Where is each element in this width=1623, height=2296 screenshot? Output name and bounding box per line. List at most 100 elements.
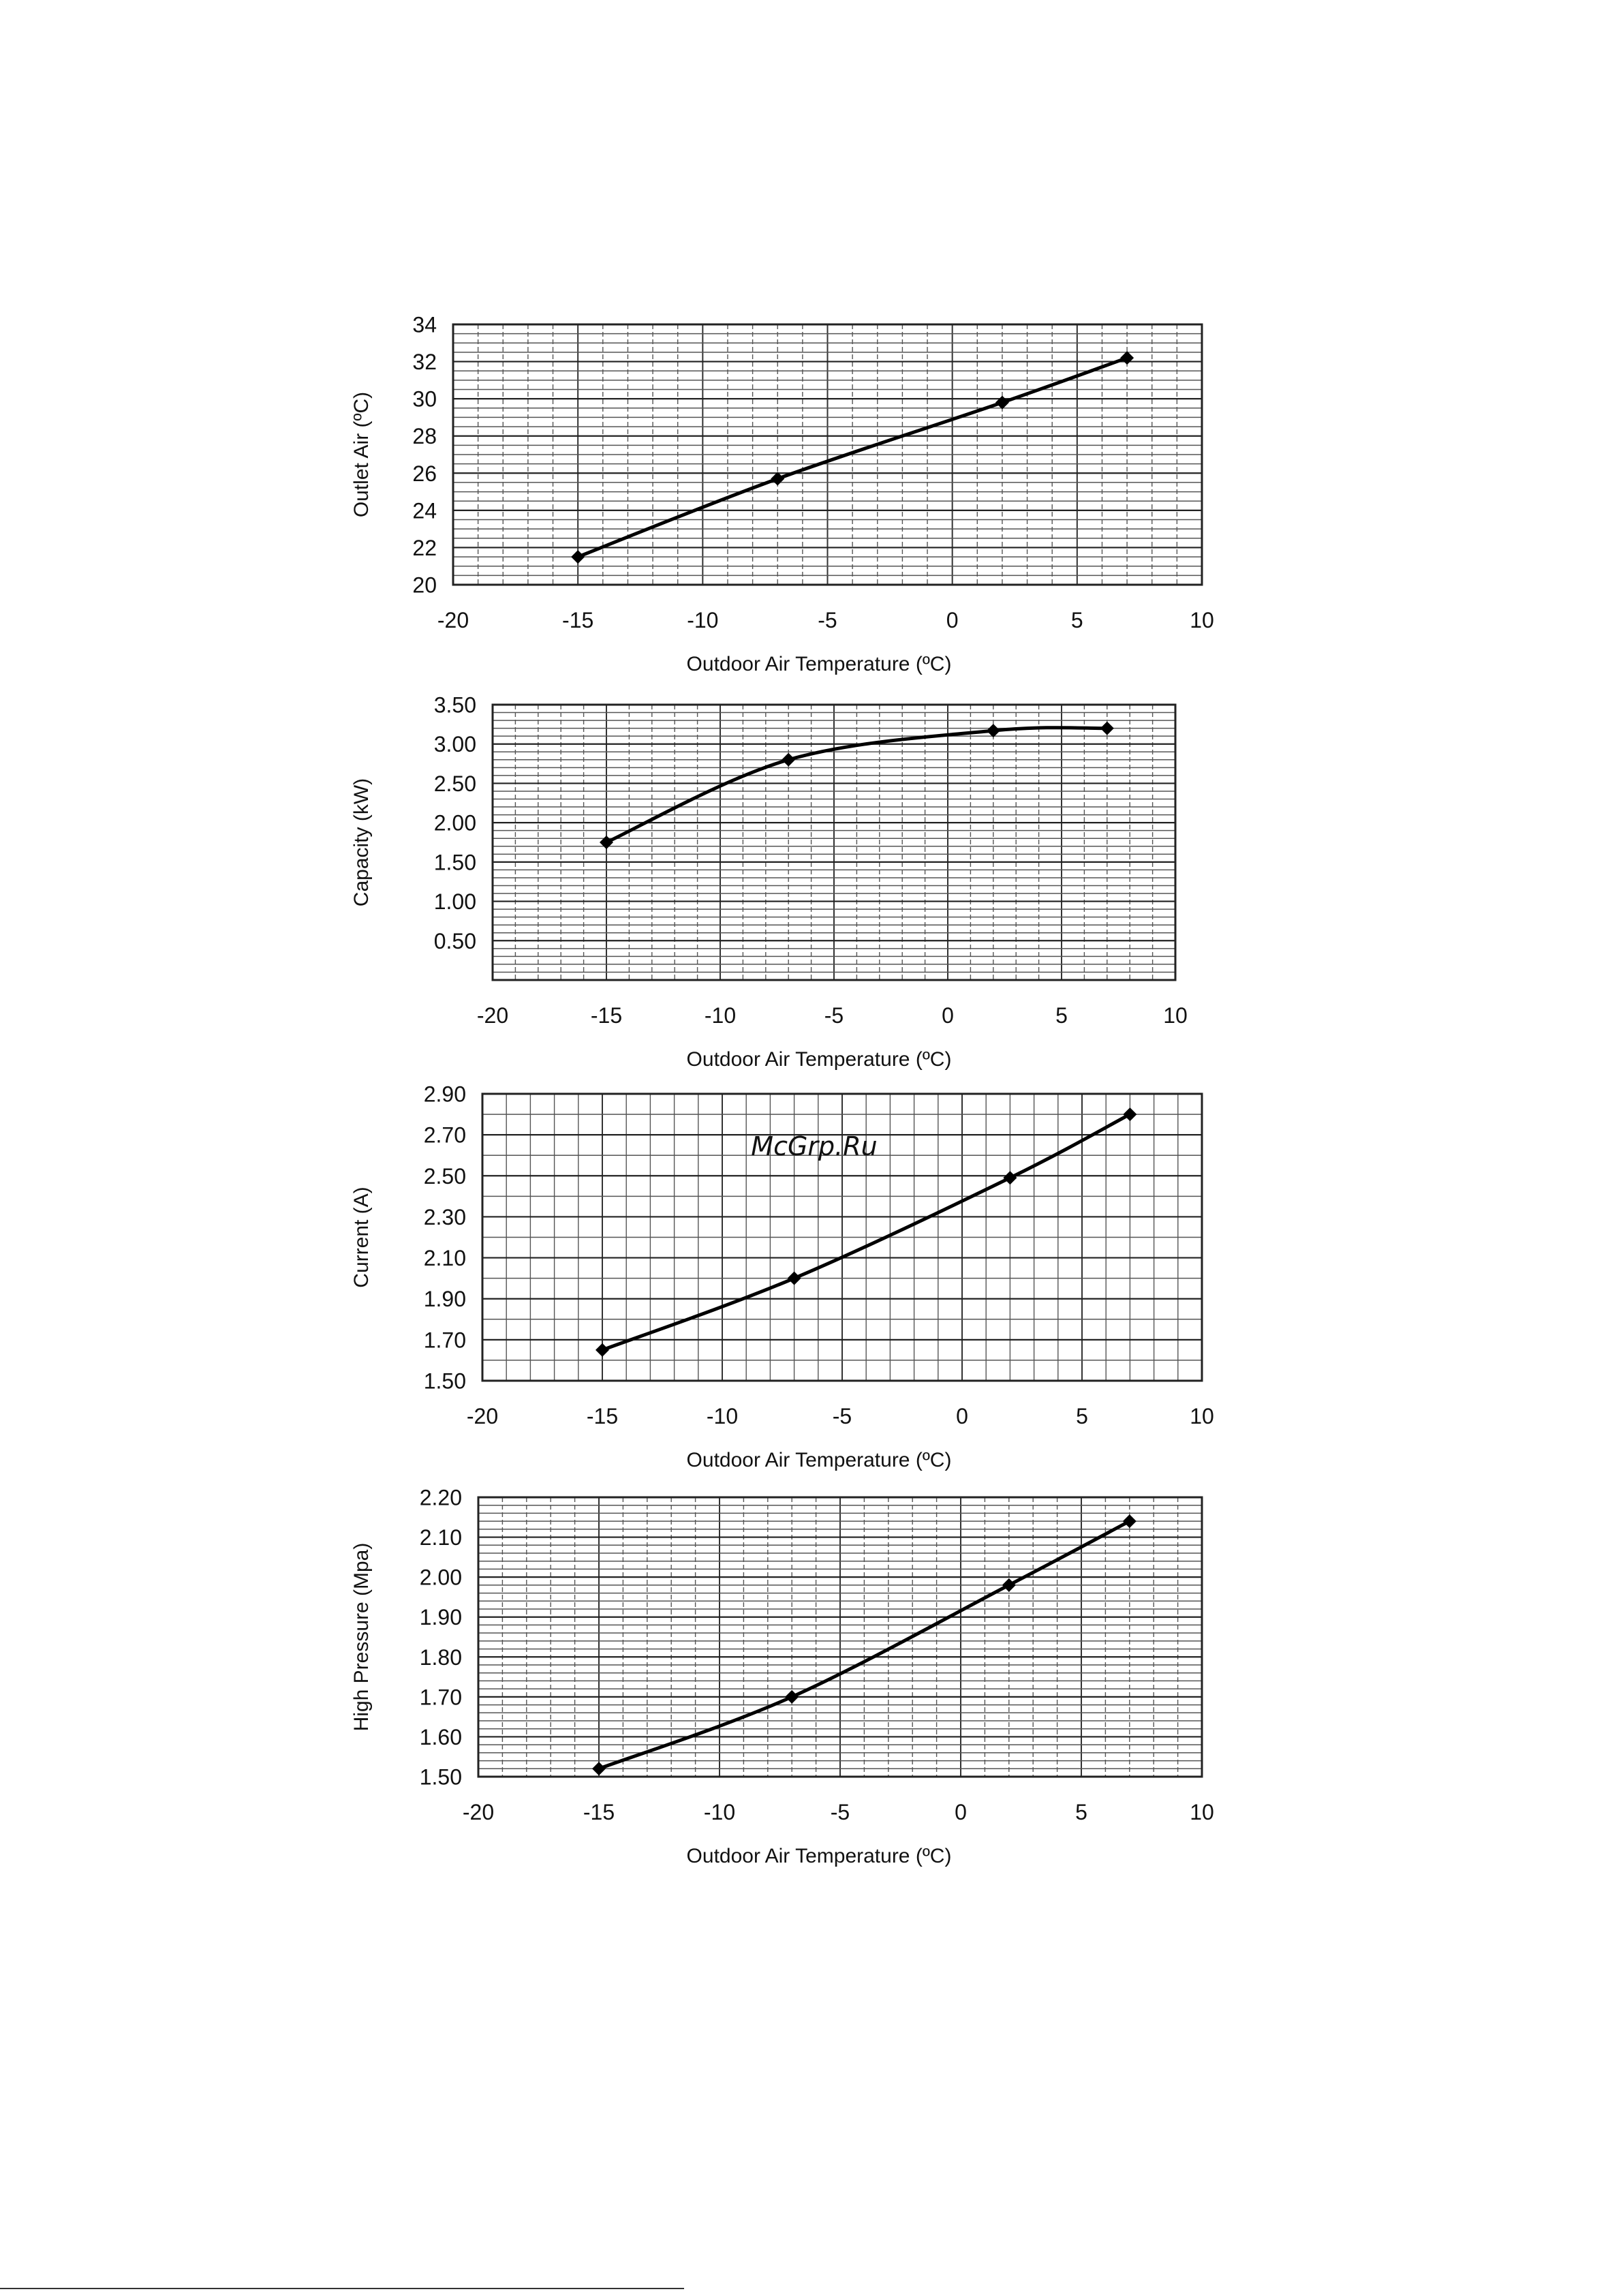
y-tick-label: 1.90 (420, 1605, 462, 1629)
y-tick-label: 3.00 (434, 732, 476, 756)
series-line (605, 726, 1107, 844)
data-point (600, 836, 613, 849)
y-tick-label: 26 (412, 461, 437, 486)
x-tick-label: -20 (437, 608, 469, 632)
x-tick-label: -5 (833, 1404, 852, 1428)
y-tick-label: 1.00 (434, 889, 476, 914)
data-point (787, 1271, 801, 1285)
y-tick-label: 24 (412, 498, 437, 523)
plot-frame (452, 323, 1203, 586)
y-tick-label: 1.90 (424, 1287, 466, 1311)
y-axis-title: Outlet Air (ºC) (350, 392, 373, 517)
y-tick-label: 2.10 (420, 1525, 462, 1550)
x-tick-label: -5 (831, 1800, 850, 1824)
chart-outlet-air: 20 22 24 26 28 30 32 34 -20 -15 -10 -5 0 5 10 Outdoor A… (350, 313, 1214, 676)
data-point (1123, 1107, 1137, 1122)
y-tick-label: 1.60 (420, 1725, 462, 1749)
x-tick-label: -5 (818, 608, 837, 632)
y-tick-label: 30 (412, 387, 437, 412)
x-tick-label: -15 (583, 1800, 615, 1824)
data-point (785, 1689, 799, 1704)
data-point (1122, 1514, 1137, 1529)
y-tick-label: 32 (412, 350, 437, 374)
y-tick-label: 1.80 (420, 1645, 462, 1670)
data-point (771, 472, 785, 486)
watermark: McGrp.Ru (751, 1131, 877, 1161)
x-tick-label: -20 (463, 1800, 494, 1824)
plot-frame (491, 703, 1177, 981)
plot-frame (477, 1496, 1203, 1778)
y-tick-label: 1.50 (434, 850, 476, 874)
y-tick-label: 2.20 (420, 1486, 462, 1510)
y-tick-label: 28 (412, 424, 437, 448)
plot-grid (453, 324, 1202, 585)
x-tick-label: 5 (1055, 1003, 1068, 1028)
x-axis-title: Outdoor Air Temperature (ºC) (687, 653, 952, 675)
y-tick-label: 1.70 (424, 1328, 466, 1352)
y-axis-title: Capacity (kW) (350, 778, 373, 906)
plot-grid (478, 1497, 1202, 1777)
x-tick-label: -20 (467, 1404, 498, 1428)
x-tick-label: 10 (1163, 1003, 1188, 1028)
data-point (1002, 1578, 1016, 1592)
y-tick-label: 3.50 (434, 693, 476, 718)
data-point (1003, 1171, 1017, 1185)
series-line (577, 356, 1128, 559)
y-tick-label: 1.50 (424, 1369, 466, 1394)
x-axis-title: Outdoor Air Temperature (ºC) (687, 1048, 952, 1071)
x-tick-label: 0 (942, 1003, 954, 1028)
plot-grid (493, 705, 1175, 980)
data-point (596, 1343, 609, 1357)
x-tick-label: -10 (704, 1800, 735, 1824)
x-tick-label: 5 (1075, 1800, 1087, 1824)
y-tick-label: 2.10 (424, 1246, 466, 1270)
data-point (995, 395, 1009, 410)
x-tick-label: -20 (477, 1003, 508, 1028)
data-point (1120, 351, 1134, 365)
data-point (1100, 721, 1114, 735)
chart-high-pressure: 1.50 1.60 1.70 1.80 1.90 2.00 2.10 2.20 -20 -15 -1… (350, 1486, 1214, 1868)
chart-capacity: 0.50 1.00 1.50 2.00 2.50 3.00 3.50 -20 -15 -10 -5 0… (350, 693, 1188, 1071)
y-tick-label: 2.50 (434, 771, 476, 796)
x-tick-label: 10 (1190, 1404, 1214, 1428)
y-tick-label: 2.00 (420, 1565, 462, 1590)
x-tick-label: 0 (956, 1404, 968, 1428)
data-point (986, 724, 1000, 738)
x-axis-title: Outdoor Air Temperature (ºC) (687, 1449, 952, 1471)
x-tick-label: -10 (707, 1404, 738, 1428)
x-tick-label: 5 (1071, 608, 1083, 632)
x-tick-label: -5 (824, 1003, 844, 1028)
x-tick-label: 0 (955, 1800, 967, 1824)
data-point (782, 752, 796, 767)
y-tick-label: 1.50 (420, 1765, 462, 1790)
data-point (592, 1762, 606, 1776)
x-tick-label: -15 (562, 608, 593, 632)
y-tick-label: 22 (412, 536, 437, 560)
y-tick-label: 2.90 (424, 1082, 466, 1107)
x-tick-label: -15 (587, 1404, 618, 1428)
x-axis-title: Outdoor Air Temperature (ºC) (687, 1845, 952, 1867)
x-tick-label: 10 (1190, 608, 1214, 632)
y-axis-title: High Pressure (Mpa) (350, 1543, 373, 1732)
chart-current: 1.50 1.70 1.90 2.10 2.30 2.50 2.70 2.90 -20 -15 -1… (350, 1082, 1214, 1472)
y-tick-label: 20 (412, 573, 437, 598)
y-tick-label: 2.70 (424, 1123, 466, 1148)
y-tick-label: 0.50 (434, 929, 476, 953)
x-tick-label: -10 (705, 1003, 736, 1028)
x-tick-label: -15 (591, 1003, 622, 1028)
data-point (571, 550, 585, 564)
x-tick-label: 5 (1076, 1404, 1088, 1428)
y-tick-label: 2.50 (424, 1164, 466, 1189)
x-tick-label: -10 (687, 608, 718, 632)
y-tick-label: 2.30 (424, 1205, 466, 1229)
x-tick-label: 0 (946, 608, 959, 632)
x-tick-label: 10 (1190, 1800, 1214, 1824)
plot-frame (481, 1092, 1203, 1382)
y-axis-title: Current (A) (350, 1187, 373, 1287)
y-tick-label: 2.00 (434, 811, 476, 836)
series-line (602, 1112, 1131, 1352)
y-tick-label: 1.70 (420, 1685, 462, 1709)
series-line (598, 1519, 1130, 1771)
